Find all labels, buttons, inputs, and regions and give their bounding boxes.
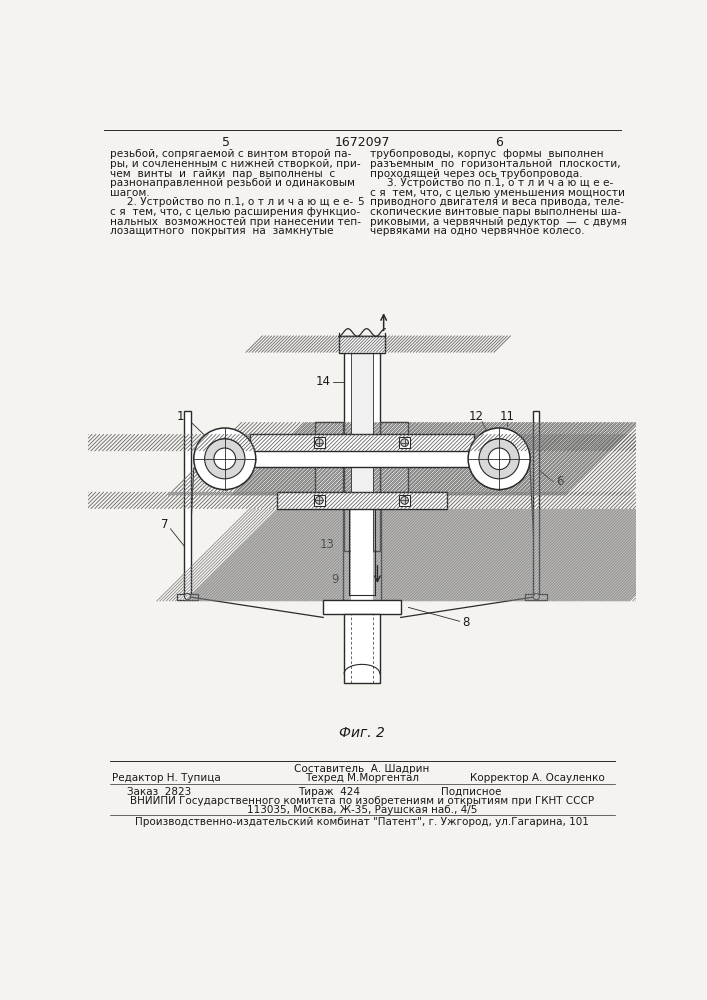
Text: ВНИИПИ Государственного комитета по изобретениям и открытиям при ГКНТ СССР: ВНИИПИ Государственного комитета по изоб…: [130, 796, 594, 806]
Bar: [314, 437, 325, 448]
Text: Составитель  А. Шадрин: Составитель А. Шадрин: [294, 764, 430, 774]
Text: Редактор Н. Тупица: Редактор Н. Тупица: [112, 773, 221, 783]
Text: Техред М.Моргентал: Техред М.Моргентал: [305, 773, 419, 783]
Bar: [525, 594, 547, 600]
Text: Производственно-издательский комбинат "Патент", г. Ужгород, ул.Гагарина, 101: Производственно-издательский комбинат "П…: [135, 817, 589, 827]
Circle shape: [185, 594, 191, 600]
Text: скопические винтовые пары выполнены ша-: скопические винтовые пары выполнены ша-: [370, 207, 621, 217]
Text: 12: 12: [468, 410, 484, 423]
Text: приводного двигателя и веса привода, теле-: приводного двигателя и веса привода, тел…: [370, 197, 624, 207]
Text: проходящей через ось трубопровода.: проходящей через ось трубопровода.: [370, 169, 583, 179]
Text: 9: 9: [331, 573, 339, 586]
Text: 7: 7: [160, 518, 168, 531]
Text: разъемным  по  горизонтальной  плоскости,: разъемным по горизонтальной плоскости,: [370, 159, 620, 169]
Text: ры, и сочлененным с нижней створкой, при-: ры, и сочлененным с нижней створкой, при…: [110, 159, 361, 169]
Text: червяками на одно червячное колесо.: червяками на одно червячное колесо.: [370, 226, 584, 236]
Text: 5: 5: [221, 136, 230, 149]
Text: 3. Устройство по п.1, о т л и ч а ю щ е е-: 3. Устройство по п.1, о т л и ч а ю щ е …: [370, 178, 613, 188]
Circle shape: [401, 439, 409, 446]
Text: чем  винты  и  гайки  пар  выполнены  с: чем винты и гайки пар выполнены с: [110, 169, 335, 179]
Bar: [323, 600, 401, 614]
Text: Подписное: Подписное: [441, 787, 501, 797]
Circle shape: [479, 439, 519, 479]
Bar: [343, 509, 381, 601]
Text: 6: 6: [495, 136, 503, 149]
Text: 8: 8: [462, 616, 470, 629]
Text: 11: 11: [177, 410, 192, 423]
Text: Заказ  2823: Заказ 2823: [127, 787, 192, 797]
Bar: [276, 492, 448, 509]
Circle shape: [214, 448, 235, 470]
Bar: [344, 336, 380, 551]
Circle shape: [194, 428, 256, 490]
Bar: [195, 450, 529, 467]
Bar: [314, 495, 325, 506]
Text: с я  тем, что, с целью уменьшения мощности: с я тем, что, с целью уменьшения мощност…: [370, 188, 625, 198]
Circle shape: [315, 497, 323, 504]
Bar: [351, 336, 373, 550]
Text: Фиг. 2: Фиг. 2: [339, 726, 385, 740]
Text: Тираж  424: Тираж 424: [298, 787, 360, 797]
Bar: [339, 336, 385, 353]
Bar: [399, 495, 410, 506]
Text: 14: 14: [316, 375, 331, 388]
Bar: [250, 434, 474, 451]
Text: шагом.: шагом.: [110, 188, 150, 198]
Circle shape: [533, 594, 539, 600]
Bar: [315, 422, 344, 495]
Bar: [533, 411, 539, 594]
Bar: [177, 594, 199, 600]
Circle shape: [204, 439, 245, 479]
Bar: [344, 614, 380, 683]
Text: 2. Устройство по п.1, о т л и ч а ю щ е е-: 2. Устройство по п.1, о т л и ч а ю щ е …: [110, 197, 354, 207]
Text: Корректор А. Осауленко: Корректор А. Осауленко: [470, 773, 605, 783]
Text: 6: 6: [556, 475, 563, 488]
Text: риковыми, а червячный редуктор  —  с двумя: риковыми, а червячный редуктор — с двумя: [370, 217, 626, 227]
Text: 1672097: 1672097: [334, 136, 390, 149]
Bar: [185, 411, 191, 594]
Text: разнонаправленной резьбой и одинаковым: разнонаправленной резьбой и одинаковым: [110, 178, 355, 188]
Text: резьбой, сопрягаемой с винтом второй па-: резьбой, сопрягаемой с винтом второй па-: [110, 149, 351, 159]
Circle shape: [468, 428, 530, 490]
Circle shape: [489, 448, 510, 470]
Text: 13: 13: [320, 538, 334, 551]
Bar: [351, 507, 373, 600]
Bar: [399, 437, 410, 448]
Text: 5: 5: [357, 197, 363, 207]
Bar: [380, 422, 408, 495]
Text: нальных  возможностей при нанесении теп-: нальных возможностей при нанесении теп-: [110, 217, 361, 227]
Circle shape: [401, 497, 409, 504]
Text: лозащитного  покрытия  на  замкнутые: лозащитного покрытия на замкнутые: [110, 226, 334, 236]
Text: с я  тем, что, с целью расширения функцио-: с я тем, что, с целью расширения функцио…: [110, 207, 360, 217]
Text: трубопроводы, корпус  формы  выполнен: трубопроводы, корпус формы выполнен: [370, 149, 603, 159]
Text: 11: 11: [499, 410, 515, 423]
Text: 113035, Москва, Ж-35, Раушская наб., 4/5: 113035, Москва, Ж-35, Раушская наб., 4/5: [247, 805, 477, 815]
Circle shape: [315, 439, 323, 446]
